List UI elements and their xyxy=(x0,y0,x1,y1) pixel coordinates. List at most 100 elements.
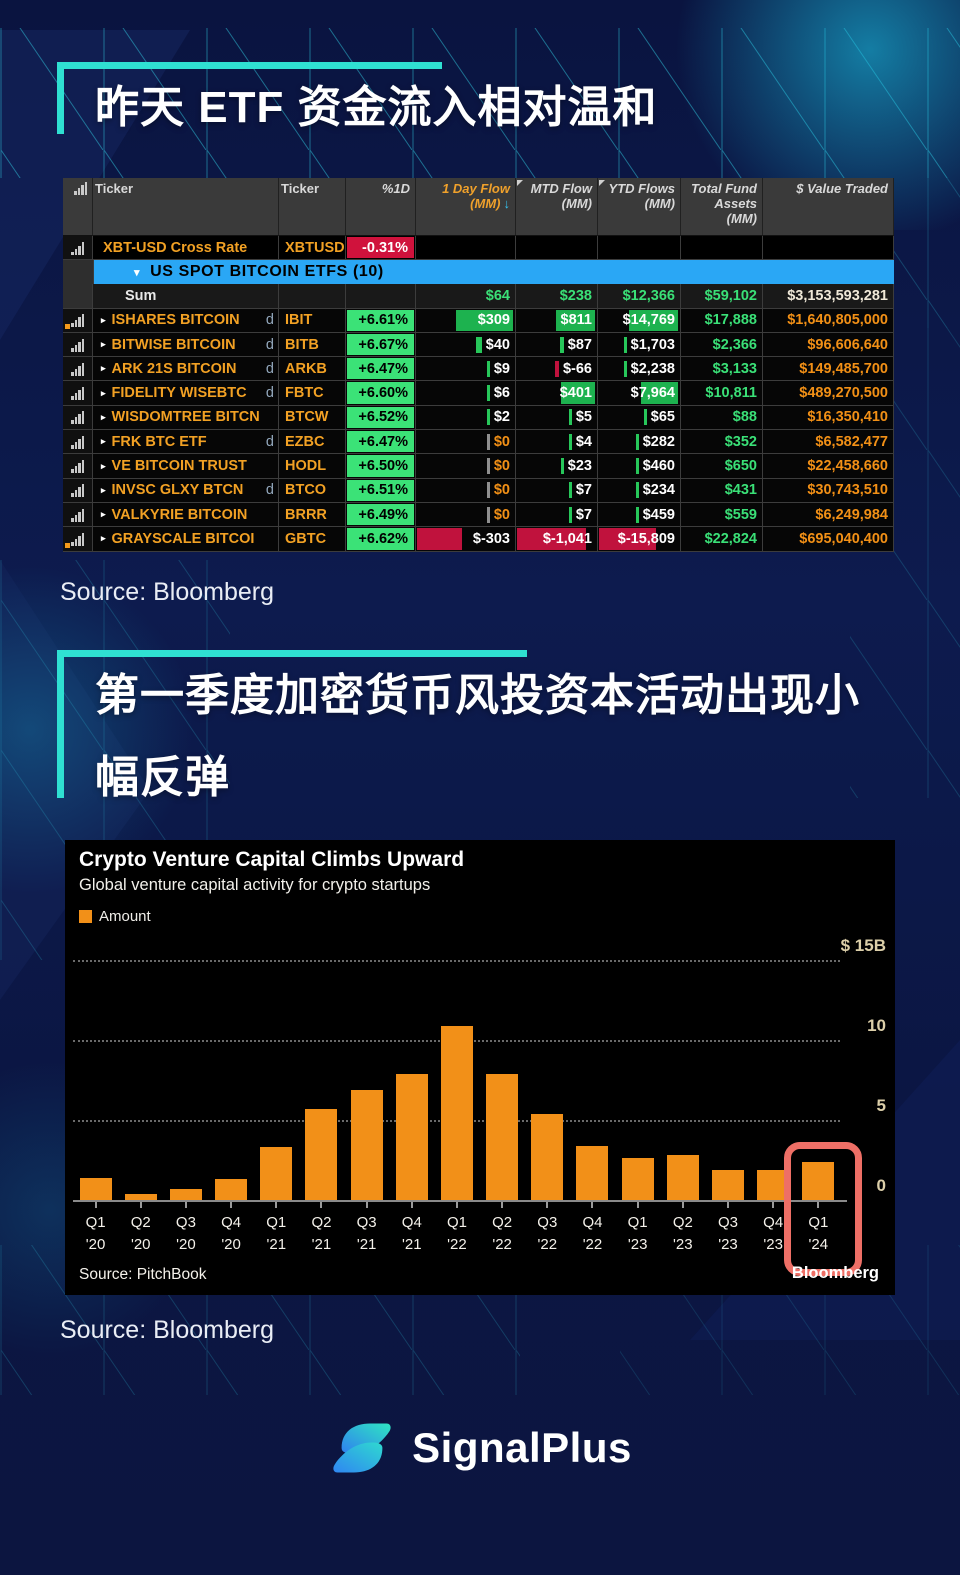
total-fund-assets: $650 xyxy=(681,454,763,479)
group-row-us-spot-bitcoin-etfs[interactable]: ▾ US SPOT BITCOIN ETFS (10) xyxy=(63,260,894,285)
sum-mtd-flow: $238 xyxy=(516,284,598,309)
name-suffix: d xyxy=(265,360,274,377)
flow-value: $0 xyxy=(416,433,515,450)
empty-cell xyxy=(516,236,598,261)
expand-icon[interactable]: ▸ xyxy=(101,411,106,422)
xbt-usd-row[interactable]: XBT-USD Cross Rate XBTUSD -0.31% xyxy=(63,236,894,261)
etf-row-fbtc[interactable]: ▸ FIDELITY WISEBTC d FBTC +6.60% $6 $401 $7,964… xyxy=(63,381,894,406)
flow-amount: $811 xyxy=(560,312,592,329)
expand-icon[interactable]: ▸ xyxy=(101,533,106,544)
signal-bars-icon xyxy=(63,381,93,406)
etf-row-btcw[interactable]: ▸ WISDOMTREE BITCN BTCW +6.52% $2 $5 $65 $88 $16… xyxy=(63,405,894,431)
group-band[interactable]: ▾ US SPOT BITCOIN ETFS (10) xyxy=(94,260,894,285)
fund-name: GRAYSCALE BITCOI xyxy=(111,530,255,547)
ytd-flows-cell: $7,964 xyxy=(598,381,681,406)
flow-magnitude-fill xyxy=(599,528,657,550)
expand-icon[interactable]: ▸ xyxy=(101,363,106,374)
etf-row-btco[interactable]: ▸ INVSC GLXY BTCN d BTCO +6.51% $0 $7 $234 $431 $… xyxy=(63,478,894,503)
total-fund-assets: $352 xyxy=(681,430,763,455)
fund-name: VALKYRIE BITCOIN xyxy=(111,506,248,523)
etf-row-ibit[interactable]: ▸ ISHARES BITCOIN d IBIT +6.61% $309 $811 $14,7… xyxy=(63,308,894,333)
pct-1d-value: +6.61% xyxy=(347,309,414,331)
pct-1d-value: +6.47% xyxy=(347,358,414,380)
expand-icon[interactable]: ▸ xyxy=(101,339,106,350)
alert-dot xyxy=(65,542,70,548)
expand-icon[interactable]: ▸ xyxy=(101,509,106,520)
flow-value: $-66 xyxy=(516,360,597,377)
bar-Q220 xyxy=(124,1194,157,1200)
chart-title: Crypto Venture Capital Climbs Upward xyxy=(79,848,465,871)
flow-magnitude-bar xyxy=(486,409,490,426)
pct-1d-cell: +6.67% xyxy=(346,332,416,358)
bar-column-3 xyxy=(163,1189,208,1200)
pct-1d-value: +6.51% xyxy=(347,479,414,501)
pct-1d-value: +6.49% xyxy=(347,503,414,526)
flow-value: $460 xyxy=(598,458,680,475)
x-axis-line xyxy=(73,1200,847,1202)
ticker-code: GBTC xyxy=(279,527,346,552)
sum-ytd-flows: $12,366 xyxy=(598,284,681,309)
value-traded: $149,485,700 xyxy=(763,357,894,382)
ticker-code: BITB xyxy=(279,332,346,358)
etf-row-bitb[interactable]: ▸ BITWISE BITCOIN d BITB +6.67% $40 $87 $1,703 $… xyxy=(63,332,894,358)
total-fund-assets: $431 xyxy=(681,478,763,503)
expand-icon[interactable]: ▸ xyxy=(101,314,106,325)
bar-Q420 xyxy=(215,1179,248,1200)
etf-row-hodl[interactable]: ▸ VE BITCOIN TRUST HODL +6.50% $0 $23 $460 $650… xyxy=(63,454,894,479)
source-caption-2: Source: Bloomberg xyxy=(60,1316,275,1344)
etf-row-gbtc[interactable]: ▸ GRAYSCALE BITCOI GBTC +6.62% $-303 $-1,041 $… xyxy=(63,527,894,552)
flow-value: $7,964 xyxy=(598,385,680,401)
expand-icon[interactable]: ▸ xyxy=(101,436,106,447)
expand-icon[interactable]: ▸ xyxy=(101,460,106,471)
ticker-code: BRRR xyxy=(279,502,346,528)
flow-amount: $282 xyxy=(642,433,675,450)
header-ticker-code[interactable]: Ticker xyxy=(279,178,346,236)
gridline-15 xyxy=(73,960,840,962)
bar-Q123 xyxy=(621,1158,654,1200)
collapse-icon[interactable]: ▾ xyxy=(134,266,141,279)
header-mtd-flow[interactable]: MTD Flow (MM) xyxy=(516,178,598,236)
flow-magnitude-bar xyxy=(623,360,627,377)
flow-value: $811 xyxy=(516,312,597,328)
header-ticker-name[interactable]: Ticker xyxy=(93,178,279,236)
sum-label: Sum xyxy=(93,284,279,309)
bar-Q120 xyxy=(79,1178,112,1200)
flow-value: $309 xyxy=(416,312,515,328)
empty-cell xyxy=(681,236,763,261)
etf-row-ezbc[interactable]: ▸ FRK BTC ETF d EZBC +6.47% $0 $4 $282 $352 $6,58… xyxy=(63,430,894,455)
header-pct-1d[interactable]: %1D xyxy=(346,178,416,236)
bar-column-4 xyxy=(209,1179,254,1200)
x-label-16: Q4'23 xyxy=(751,1202,796,1256)
pct-1d-cell: +6.52% xyxy=(346,405,416,431)
section1-title-block: 昨天 ETF 资金流入相对温和 xyxy=(57,62,717,144)
value-traded: $30,743,510 xyxy=(763,478,894,503)
flow-amount: $14,769 xyxy=(622,312,675,329)
flow-magnitude-bar xyxy=(635,433,639,450)
ytd-flows-cell: $234 xyxy=(598,478,681,503)
fund-name: FIDELITY WISEBTC xyxy=(111,385,247,402)
fund-name-cell: ▸ VE BITCOIN TRUST xyxy=(93,454,279,479)
signal-bars-icon xyxy=(63,502,93,528)
etf-row-brrr[interactable]: ▸ VALKYRIE BITCOIN BRRR +6.49% $0 $7 $459 $559 $… xyxy=(63,502,894,528)
sum-row: Sum $64 $238 $12,366 $59,102 $3,153,593,… xyxy=(63,284,894,309)
header-value-traded[interactable]: $ Value Traded xyxy=(763,178,894,236)
one-day-flow-cell: $0 xyxy=(416,430,516,455)
header-1-day-flow[interactable]: 1 Day Flow (MM) ↓ xyxy=(416,178,516,236)
flow-value: $5 xyxy=(516,409,597,426)
header-ytd-flows[interactable]: YTD Flows (MM) xyxy=(598,178,681,236)
header-total-fund-assets[interactable]: Total Fund Assets (MM) xyxy=(681,178,763,236)
flow-amount: $459 xyxy=(642,506,675,523)
flow-magnitude-bar xyxy=(635,482,639,499)
expand-icon[interactable]: ▸ xyxy=(101,484,106,495)
x-label-1: Q1'20 xyxy=(73,1202,118,1256)
etf-row-arkb[interactable]: ▸ ARK 21S BITCOIN d ARKB +6.47% $9 $-66 $2,238 $… xyxy=(63,357,894,382)
flow-value: $4 xyxy=(516,433,597,450)
section2-title-block: 第一季度加密货币风投资本活动出现小 幅反弹 xyxy=(57,650,937,814)
empty-cell xyxy=(279,284,346,309)
expand-icon[interactable]: ▸ xyxy=(101,387,106,398)
chart-xlabels: Q1'20 Q2'20 Q3'20 Q4'20 Q1'21 Q2'21 Q3'21 Q4'21… xyxy=(73,1202,841,1256)
value-traded: $6,249,984 xyxy=(763,502,894,528)
signal-bars-icon xyxy=(63,478,93,503)
section2-title-line1: 第一季度加密货币风投资本活动出现小 xyxy=(95,671,860,720)
flow-magnitude-fill xyxy=(628,309,678,331)
